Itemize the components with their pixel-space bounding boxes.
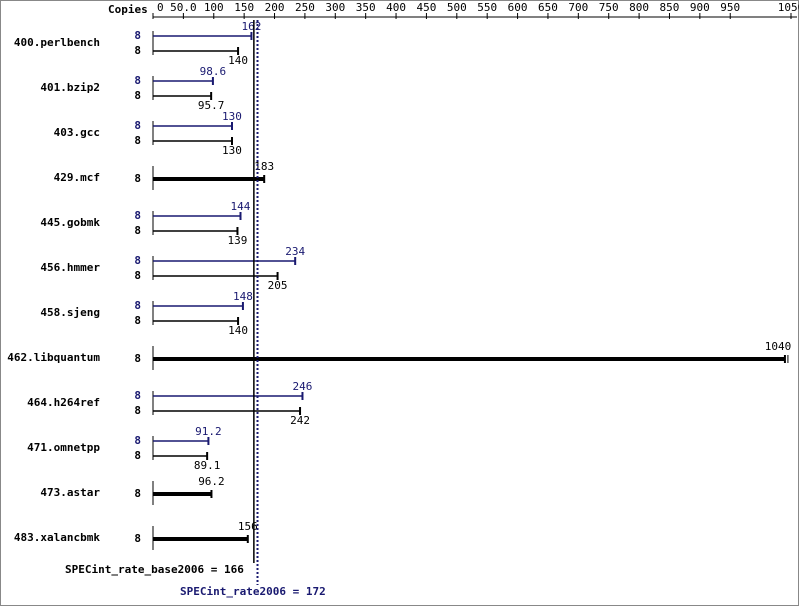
- category-label: 464.h264ref: [27, 396, 100, 409]
- x-tick-label: 650: [538, 1, 558, 14]
- reference-label: SPECint_rate2006 = 172: [180, 585, 326, 598]
- reference-value: 166: [224, 563, 244, 576]
- x-tick-label: 450: [416, 1, 436, 14]
- x-tick-label: 150: [234, 1, 254, 14]
- x-tick-label: 900: [690, 1, 710, 14]
- x-tick-label: 700: [568, 1, 588, 14]
- value-label: 148: [233, 290, 253, 303]
- copies-label: 8: [134, 449, 141, 462]
- x-tick-label: 350: [356, 1, 376, 14]
- value-label: 95.7: [198, 99, 225, 112]
- copies-label: 8: [134, 29, 141, 42]
- x-tick-label: 0: [157, 1, 164, 14]
- copies-label: 8: [134, 119, 141, 132]
- copies-label: 8: [134, 209, 141, 222]
- value-label: 140: [228, 54, 248, 67]
- category-label: 403.gcc: [54, 126, 100, 139]
- value-label: 1040: [765, 340, 792, 353]
- category-label: 401.bzip2: [40, 81, 100, 94]
- x-tick-label: 500: [447, 1, 467, 14]
- copies-label: 8: [134, 254, 141, 267]
- category-label: 473.astar: [40, 486, 100, 499]
- value-label: 246: [293, 380, 313, 393]
- x-tick-label: 600: [508, 1, 528, 14]
- copies-label: 8: [134, 89, 141, 102]
- copies-label: 8: [134, 44, 141, 57]
- value-label: 139: [228, 234, 248, 247]
- value-label: 242: [290, 414, 310, 427]
- copies-label: 8: [134, 389, 141, 402]
- reference-value: 172: [306, 585, 326, 598]
- copies-label: 8: [134, 269, 141, 282]
- axis-label: Copies: [108, 3, 148, 16]
- value-label: 183: [254, 160, 274, 173]
- value-label: 91.2: [195, 425, 222, 438]
- category-label: 462.libquantum: [7, 351, 100, 364]
- value-label: 98.6: [200, 65, 227, 78]
- copies-label: 8: [134, 404, 141, 417]
- category-label: 429.mcf: [54, 171, 100, 184]
- value-label: 162: [241, 20, 261, 33]
- x-tick-label: 550: [477, 1, 497, 14]
- copies-label: 8: [134, 487, 141, 500]
- x-tick-label: 800: [629, 1, 649, 14]
- copies-label: 8: [134, 134, 141, 147]
- category-label: 458.sjeng: [40, 306, 100, 319]
- copies-label: 8: [134, 172, 141, 185]
- value-label: 89.1: [194, 459, 221, 472]
- x-tick-label: 850: [660, 1, 680, 14]
- reference-label: SPECint_rate_base2006 = 166: [65, 563, 244, 576]
- copies-label: 8: [134, 532, 141, 545]
- copies-label: 8: [134, 224, 141, 237]
- x-tick-label: 200: [265, 1, 285, 14]
- x-tick-label: 250: [295, 1, 315, 14]
- x-tick-label: 50.0: [170, 1, 197, 14]
- x-tick-label: 950: [720, 1, 740, 14]
- category-label: 445.gobmk: [40, 216, 100, 229]
- reference-name: SPECint_rate_base2006 =: [65, 563, 218, 576]
- copies-label: 8: [134, 299, 141, 312]
- copies-label: 8: [134, 314, 141, 327]
- copies-label: 8: [134, 434, 141, 447]
- value-label: 96.2: [198, 475, 225, 488]
- value-label: 140: [228, 324, 248, 337]
- category-label: 483.xalancbmk: [14, 531, 100, 544]
- copies-label: 8: [134, 352, 141, 365]
- category-label: 456.hmmer: [40, 261, 100, 274]
- x-tick-label: 100: [204, 1, 224, 14]
- value-label: 205: [268, 279, 288, 292]
- value-label: 156: [238, 520, 258, 533]
- x-tick-label: 300: [325, 1, 345, 14]
- value-label: 234: [285, 245, 305, 258]
- x-tick-label: 1050: [778, 1, 799, 14]
- value-label: 144: [231, 200, 251, 213]
- value-label: 130: [222, 144, 242, 157]
- category-label: 400.perlbench: [14, 36, 100, 49]
- category-label: 471.omnetpp: [27, 441, 100, 454]
- x-tick-label: 400: [386, 1, 406, 14]
- x-tick-label: 750: [599, 1, 619, 14]
- value-label: 130: [222, 110, 242, 123]
- reference-name: SPECint_rate2006 =: [180, 585, 300, 598]
- copies-label: 8: [134, 74, 141, 87]
